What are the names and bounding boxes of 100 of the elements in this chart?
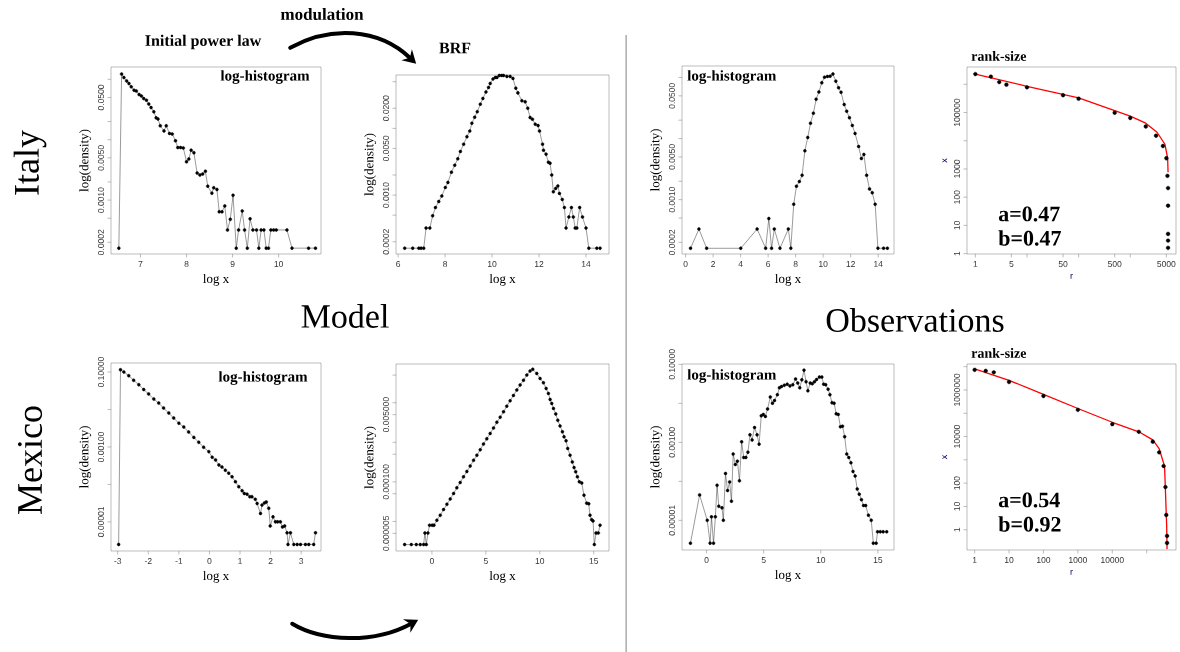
x-tick-label: -1	[175, 558, 183, 564]
y-axis-title: log(density)	[364, 426, 377, 489]
y-axis-title: log(density)	[79, 426, 92, 489]
y-tick-label: 0.0010	[97, 187, 104, 213]
x-tick-label: 12	[534, 261, 544, 267]
x-tick-label: 6	[396, 261, 401, 268]
y-tick-label: 0.0500	[668, 83, 675, 109]
y-tick-label: 0.000100	[382, 464, 389, 500]
y-tick-label: 0.000005	[382, 515, 389, 551]
x-axis-title: log x	[489, 570, 516, 583]
y-tick-label: 0.0050	[382, 135, 389, 162]
y-tick-label: 0.0010	[668, 186, 675, 213]
y-tick-label: 10	[953, 502, 960, 511]
y-tick-label: 10000	[953, 425, 960, 448]
annotation: log-histogram	[687, 369, 777, 383]
y-tick-label: 0.0002	[668, 229, 675, 256]
x-tick-label: 8	[793, 261, 798, 268]
y-tick-label: 100000	[953, 98, 960, 127]
y-tick-label: 0.00001	[668, 505, 675, 536]
x-tick-label: 10	[535, 558, 545, 565]
y-tick-label: 0.00001	[97, 506, 104, 537]
chart-title: rank-size	[971, 51, 1027, 61]
y-tick-label: 0.00100	[97, 431, 104, 462]
x-tick-label: 9	[230, 261, 235, 268]
x-tick-label: 10	[487, 261, 497, 268]
text: Italy	[13, 130, 47, 195]
y-tick-label: 0.10000	[668, 349, 675, 380]
x-axis-title: log x	[775, 273, 802, 286]
text: Observations	[826, 308, 1004, 332]
x-tick-label: 7	[138, 261, 143, 267]
x-axis-title: r	[1070, 273, 1073, 279]
x-tick-label: 500	[1107, 261, 1122, 268]
y-tick-label: 0.0002	[97, 229, 104, 255]
x-tick-label: 10	[816, 557, 826, 564]
x-tick-label: 1	[238, 558, 242, 564]
x-tick-label: 2	[268, 558, 273, 564]
annotation: a=0.47	[998, 206, 1060, 222]
text: Mexico	[17, 406, 43, 514]
y-axis-title: log(density)	[79, 129, 92, 192]
x-axis-title: log x	[489, 273, 516, 286]
y-axis-title: log(density)	[650, 129, 663, 192]
annotation: b=0.47	[998, 230, 1061, 246]
x-tick-label: 8	[443, 261, 448, 268]
x-tick-label: 5	[483, 558, 488, 564]
annotation: log-histogram	[687, 70, 777, 84]
x-tick-label: -3	[114, 558, 122, 565]
y-tick-label: 1000	[953, 159, 960, 178]
y-axis-title: x	[942, 454, 948, 460]
x-tick-label: 12	[846, 261, 855, 267]
x-tick-label: 1000	[1069, 557, 1087, 564]
x-tick-label: 0	[704, 557, 709, 564]
y-tick-label: 1	[954, 527, 960, 532]
y-tick-label: 0.0500	[97, 84, 104, 111]
x-tick-label: 3	[299, 558, 304, 565]
y-tick-label: 0.10000	[97, 356, 104, 388]
y-tick-label: 0.0050	[97, 145, 104, 171]
annotation: log-histogram	[220, 70, 310, 84]
x-axis-title: log x	[203, 570, 230, 583]
chart-title: Initial power law	[145, 34, 262, 50]
y-tick-label: 100	[953, 190, 960, 204]
x-tick-label: 5	[1009, 261, 1014, 267]
y-tick-label: 10	[953, 221, 960, 230]
x-tick-label: 10	[274, 261, 284, 268]
y-axis-title: x	[942, 158, 948, 163]
annotation: log-histogram	[218, 371, 308, 385]
x-tick-label: 14	[581, 261, 591, 267]
y-axis-title: log(density)	[364, 133, 377, 196]
y-tick-label: 100	[953, 476, 960, 490]
x-tick-label: 10	[819, 261, 828, 268]
x-tick-label: 50	[1058, 261, 1068, 268]
text: modulation	[280, 8, 364, 20]
x-axis-title: log x	[775, 569, 802, 582]
x-tick-label: 10000	[1101, 557, 1124, 564]
x-tick-label: -2	[144, 558, 152, 564]
x-tick-label: 5000	[1157, 261, 1176, 268]
x-tick-label: 14	[874, 261, 883, 267]
x-tick-label: 15	[873, 557, 883, 563]
y-tick-label: 0.00100	[668, 427, 675, 458]
x-tick-label: 0	[207, 558, 212, 565]
x-tick-label: 10	[1004, 557, 1014, 564]
y-tick-label: 1	[954, 251, 960, 256]
y-tick-label: 0.0200	[382, 95, 389, 121]
x-axis-title: r	[1070, 569, 1073, 575]
x-tick-label: 0	[683, 261, 688, 268]
x-tick-label: 2	[711, 261, 716, 267]
x-tick-label: 100	[1037, 557, 1051, 564]
y-axis-title: log(density)	[650, 426, 663, 489]
chart-title: rank-size	[971, 348, 1027, 358]
x-tick-label: 15	[589, 558, 599, 564]
annotation: a=0.54	[998, 492, 1060, 508]
x-tick-label: 5	[761, 557, 766, 563]
x-tick-label: 8	[184, 261, 189, 268]
y-tick-label: 0.0050	[668, 144, 675, 170]
annotation: b=0.92	[998, 516, 1061, 532]
y-tick-label: 0.0002	[382, 229, 389, 255]
x-tick-label: 1	[972, 557, 977, 563]
text: Model	[301, 304, 389, 328]
y-tick-label: 0.0010	[382, 182, 389, 208]
chart-title: BRF	[439, 42, 471, 54]
y-tick-label: 0.005000	[382, 397, 389, 433]
